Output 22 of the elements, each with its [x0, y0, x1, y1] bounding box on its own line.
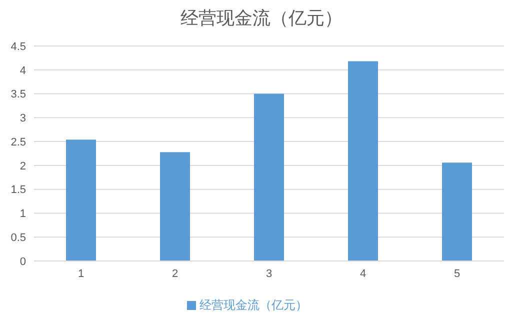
y-tick-label: 3.5	[10, 88, 26, 101]
y-tick-label: 2	[20, 160, 26, 172]
bar	[442, 162, 472, 261]
y-tick-label: 0	[20, 256, 26, 268]
x-tick-label: 2	[172, 268, 178, 280]
y-tick-label: 4.5	[10, 40, 26, 53]
y-tick-label: 1.5	[10, 184, 26, 196]
x-tick-label: 4	[360, 268, 366, 280]
bar	[348, 61, 378, 261]
y-tick-label: 0.5	[10, 232, 26, 244]
chart-title: 经营现金流（亿元）	[180, 7, 344, 30]
legend-label: 经营现金流（亿元）	[200, 298, 308, 312]
x-tick-label: 3	[266, 268, 272, 280]
bar	[160, 152, 190, 261]
bar	[66, 140, 96, 261]
bar	[254, 94, 284, 261]
y-tick-label: 4	[20, 64, 26, 77]
y-tick-label: 1	[20, 208, 26, 220]
x-tick-label: 1	[78, 268, 84, 280]
y-tick-label: 3	[20, 112, 26, 125]
x-tick-label: 5	[454, 268, 460, 280]
y-tick-label: 2.5	[10, 136, 26, 148]
